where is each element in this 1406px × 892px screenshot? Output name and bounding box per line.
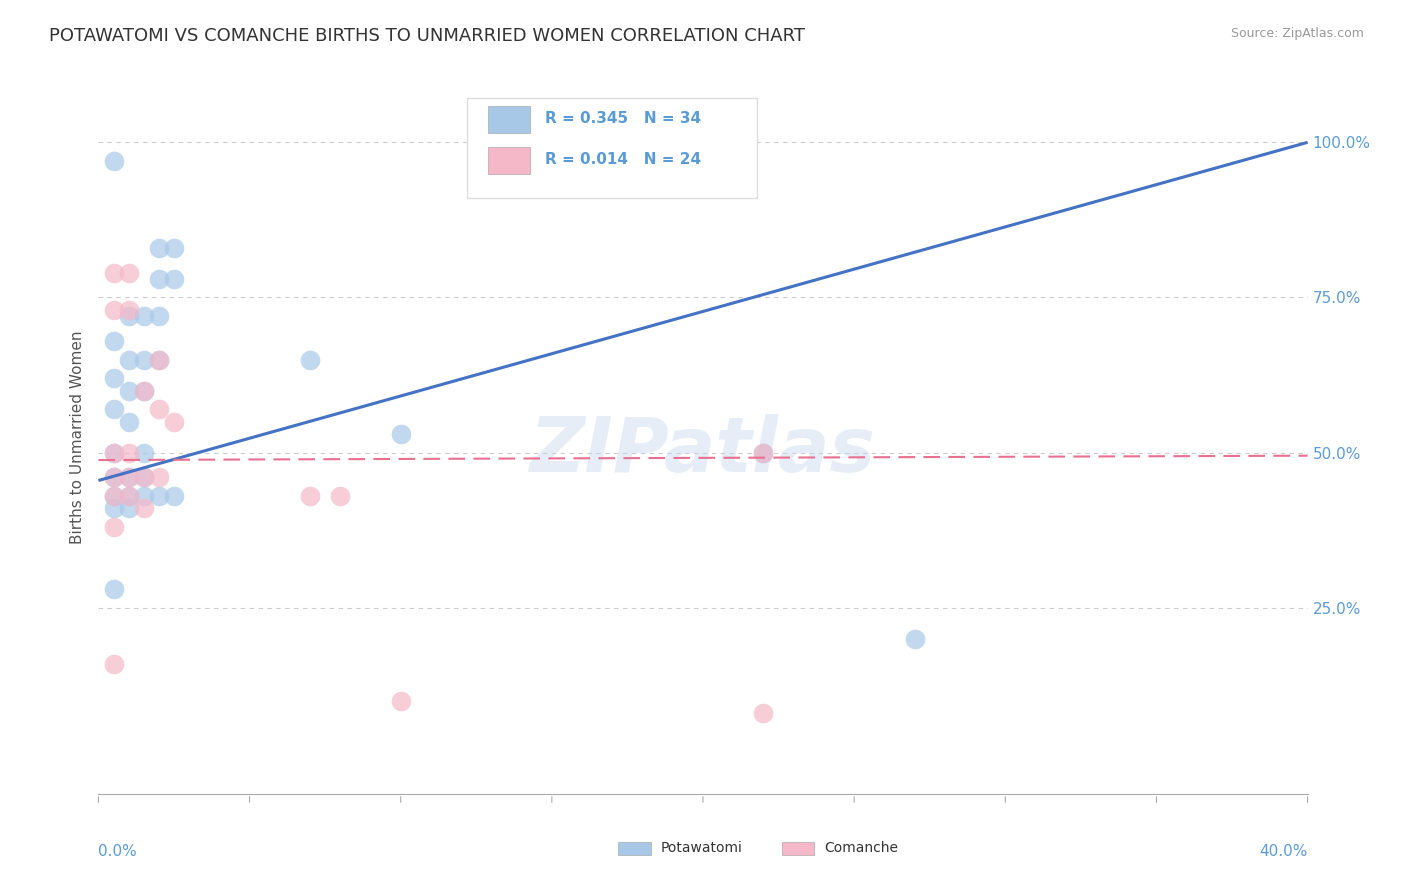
Point xyxy=(132,309,155,323)
Point xyxy=(389,694,412,708)
Point xyxy=(132,470,155,484)
Point xyxy=(118,384,141,398)
Text: 0.0%: 0.0% xyxy=(98,844,138,859)
Point xyxy=(163,415,186,429)
Point xyxy=(103,520,125,534)
Point xyxy=(118,470,141,484)
Text: Comanche: Comanche xyxy=(824,841,898,855)
Point xyxy=(118,266,141,280)
Point xyxy=(103,470,125,484)
Point xyxy=(148,352,170,367)
Y-axis label: Births to Unmarried Women: Births to Unmarried Women xyxy=(69,330,84,544)
Point xyxy=(103,489,125,503)
Point xyxy=(163,272,186,286)
Point xyxy=(148,272,170,286)
Point xyxy=(132,501,155,516)
Point xyxy=(118,415,141,429)
Point xyxy=(103,334,125,348)
Point xyxy=(752,706,775,721)
Text: ZIPatlas: ZIPatlas xyxy=(530,415,876,488)
Point xyxy=(118,489,141,503)
FancyBboxPatch shape xyxy=(488,147,530,175)
FancyBboxPatch shape xyxy=(782,842,814,855)
Point xyxy=(132,384,155,398)
Point xyxy=(904,632,927,646)
Point xyxy=(299,489,322,503)
Text: Potawatomi: Potawatomi xyxy=(661,841,742,855)
Point xyxy=(103,470,125,484)
Point xyxy=(299,352,322,367)
Point xyxy=(163,241,186,255)
Point xyxy=(132,445,155,459)
Point xyxy=(103,445,125,459)
Point xyxy=(103,302,125,317)
Point xyxy=(132,352,155,367)
Point xyxy=(752,445,775,459)
Point xyxy=(132,489,155,503)
Text: 40.0%: 40.0% xyxy=(1260,844,1308,859)
Text: Source: ZipAtlas.com: Source: ZipAtlas.com xyxy=(1230,27,1364,40)
Point xyxy=(148,241,170,255)
Point xyxy=(118,489,141,503)
Point xyxy=(103,657,125,671)
Point xyxy=(118,309,141,323)
Point xyxy=(103,266,125,280)
Point xyxy=(148,402,170,417)
Point xyxy=(163,489,186,503)
Point xyxy=(103,582,125,596)
Point xyxy=(148,309,170,323)
Point xyxy=(118,470,141,484)
Point xyxy=(148,470,170,484)
Point xyxy=(132,470,155,484)
Text: R = 0.345   N = 34: R = 0.345 N = 34 xyxy=(544,111,700,126)
Point xyxy=(329,489,352,503)
FancyBboxPatch shape xyxy=(488,106,530,133)
Point xyxy=(103,489,125,503)
Point xyxy=(103,402,125,417)
Point xyxy=(103,501,125,516)
Point xyxy=(148,489,170,503)
Text: POTAWATOMI VS COMANCHE BIRTHS TO UNMARRIED WOMEN CORRELATION CHART: POTAWATOMI VS COMANCHE BIRTHS TO UNMARRI… xyxy=(49,27,806,45)
Point xyxy=(118,302,141,317)
Point xyxy=(103,153,125,168)
FancyBboxPatch shape xyxy=(467,98,758,198)
Point xyxy=(118,501,141,516)
Point xyxy=(103,371,125,385)
Point xyxy=(103,445,125,459)
Point xyxy=(118,352,141,367)
FancyBboxPatch shape xyxy=(619,842,651,855)
Point xyxy=(132,384,155,398)
Point xyxy=(118,445,141,459)
Point xyxy=(148,352,170,367)
Text: R = 0.014   N = 24: R = 0.014 N = 24 xyxy=(544,152,700,167)
Point xyxy=(389,427,412,442)
Point xyxy=(752,445,775,459)
